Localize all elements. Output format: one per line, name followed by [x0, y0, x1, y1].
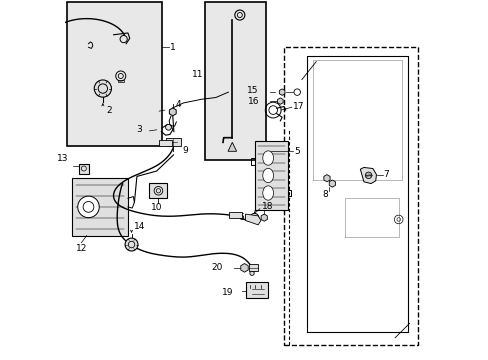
- Text: 15: 15: [247, 86, 258, 95]
- Bar: [67, 3, 162, 146]
- Bar: [149, 183, 167, 198]
- Text: 17: 17: [292, 102, 304, 111]
- Circle shape: [94, 80, 111, 97]
- Bar: [118, 80, 123, 82]
- Text: 13: 13: [57, 154, 68, 163]
- Polygon shape: [245, 214, 261, 225]
- Circle shape: [78, 196, 99, 218]
- Bar: [159, 140, 172, 145]
- Polygon shape: [261, 214, 267, 221]
- Text: 9: 9: [182, 146, 188, 155]
- Circle shape: [125, 238, 138, 251]
- Text: 2: 2: [106, 105, 112, 114]
- Circle shape: [165, 125, 171, 130]
- Bar: [228, 212, 242, 218]
- Bar: [246, 282, 267, 298]
- Polygon shape: [240, 264, 248, 272]
- Text: 8: 8: [322, 190, 327, 199]
- Polygon shape: [169, 108, 176, 116]
- Ellipse shape: [262, 186, 273, 200]
- Text: 5: 5: [293, 147, 299, 156]
- Text: 7: 7: [383, 170, 388, 179]
- Text: 6: 6: [238, 213, 244, 222]
- Text: 1: 1: [169, 43, 175, 52]
- Text: 14: 14: [134, 222, 145, 231]
- Circle shape: [249, 271, 254, 275]
- Circle shape: [250, 213, 258, 222]
- Polygon shape: [279, 89, 285, 95]
- Bar: [204, 3, 265, 160]
- Text: 10: 10: [151, 203, 162, 212]
- Polygon shape: [227, 142, 236, 151]
- Text: 11: 11: [191, 70, 203, 79]
- Polygon shape: [323, 175, 329, 182]
- Text: 12: 12: [76, 244, 87, 253]
- Text: 3: 3: [136, 125, 142, 134]
- Bar: [249, 264, 258, 271]
- Text: 20: 20: [211, 264, 223, 273]
- Bar: [166, 138, 180, 146]
- Ellipse shape: [262, 168, 273, 183]
- Text: 19: 19: [222, 288, 233, 297]
- Bar: [72, 178, 128, 235]
- Text: 4: 4: [175, 100, 181, 109]
- Polygon shape: [277, 98, 283, 104]
- Text: 16: 16: [247, 96, 259, 105]
- Bar: [79, 164, 89, 174]
- Text: 18: 18: [261, 202, 273, 211]
- Polygon shape: [360, 167, 376, 184]
- Polygon shape: [328, 180, 335, 187]
- Bar: [284, 47, 418, 345]
- Ellipse shape: [262, 151, 273, 165]
- Bar: [255, 140, 287, 211]
